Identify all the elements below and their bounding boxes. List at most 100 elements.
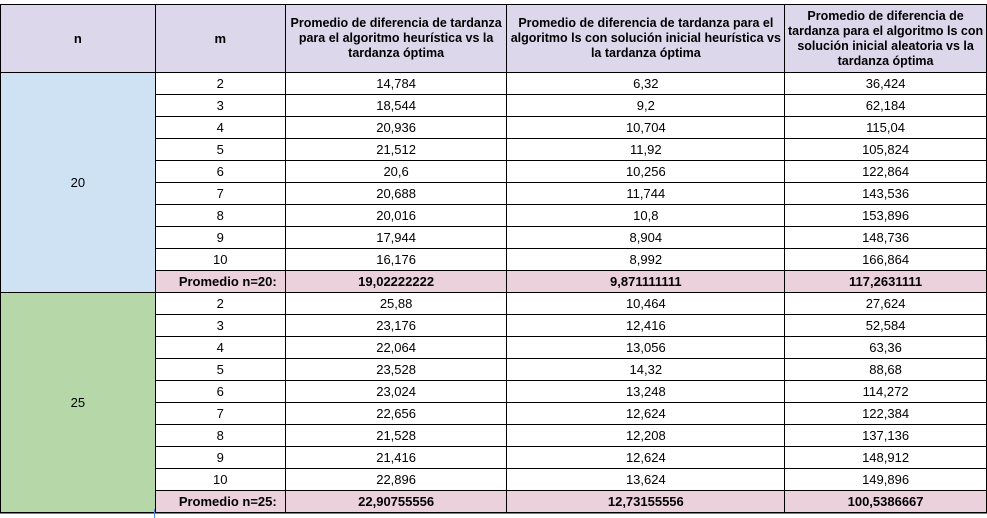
average-heuristic-cell[interactable]: 19,02222222 [284, 270, 508, 293]
table-row: 8 20,016 10,8 153,896 [1, 204, 987, 227]
ls-heuristic-value-cell[interactable]: 10,256 [506, 160, 786, 183]
table-row: 9 17,944 8,904 148,736 [1, 226, 987, 249]
table-row: 25 2 25,88 10,464 27,624 [0, 292, 987, 513]
header-ls-random-diff[interactable]: Promedio de diferencia de tardanza para … [784, 4, 987, 73]
ls-heuristic-value-cell[interactable]: 10,464 [506, 292, 786, 315]
heuristic-value-cell[interactable]: 16,176 [284, 248, 508, 271]
ls-heuristic-value-cell[interactable]: 10,704 [506, 116, 786, 139]
average-ls-heuristic-cell[interactable]: 12,73155556 [506, 490, 786, 513]
ls-random-value-cell[interactable]: 27,624 [784, 292, 987, 315]
m-cell[interactable]: 9 [154, 226, 286, 249]
heuristic-value-cell[interactable]: 22,064 [284, 336, 508, 359]
results-table: n m Promedio de diferencia de tardanza p… [0, 4, 987, 513]
ls-random-value-cell[interactable]: 63,36 [784, 336, 987, 359]
heuristic-value-cell[interactable]: 20,936 [284, 116, 508, 139]
m-cell[interactable]: 10 [154, 248, 286, 271]
ls-random-value-cell[interactable]: 153,896 [784, 204, 987, 227]
ls-random-value-cell[interactable]: 122,864 [784, 160, 987, 183]
heuristic-value-cell[interactable]: 20,016 [284, 204, 508, 227]
average-row: Promedio n=25: 22,90755556 12,73155556 100,… [1, 490, 987, 513]
group-n-cell[interactable]: 20 [0, 72, 156, 293]
ls-random-value-cell[interactable]: 88,68 [784, 358, 987, 381]
ls-heuristic-value-cell[interactable]: 13,248 [506, 380, 786, 403]
table-row: 7 22,656 12,624 122,384 [1, 402, 987, 425]
selection-border [0, 513, 987, 514]
heuristic-value-cell[interactable]: 25,88 [284, 292, 508, 315]
m-cell[interactable]: 10 [154, 468, 286, 491]
ls-heuristic-value-cell[interactable]: 8,904 [506, 226, 786, 249]
ls-random-value-cell[interactable]: 148,736 [784, 226, 987, 249]
heuristic-value-cell[interactable]: 20,6 [284, 160, 508, 183]
ls-heuristic-value-cell[interactable]: 12,624 [506, 446, 786, 469]
heuristic-value-cell[interactable]: 23,176 [284, 314, 508, 337]
m-cell[interactable]: 3 [154, 94, 286, 117]
ls-random-value-cell[interactable]: 62,184 [784, 94, 987, 117]
ls-random-value-cell[interactable]: 137,136 [784, 424, 987, 447]
m-cell[interactable]: 2 [154, 72, 286, 95]
m-cell[interactable]: 2 [154, 292, 286, 315]
header-ls-heuristic-diff[interactable]: Promedio de diferencia de tardanza para … [506, 4, 786, 73]
ls-random-value-cell[interactable]: 122,384 [784, 402, 987, 425]
ls-heuristic-value-cell[interactable]: 11,744 [506, 182, 786, 205]
ls-heuristic-value-cell[interactable]: 13,624 [506, 468, 786, 491]
m-cell[interactable]: 8 [154, 424, 286, 447]
ls-heuristic-value-cell[interactable]: 14,32 [506, 358, 786, 381]
ls-heuristic-value-cell[interactable]: 12,208 [506, 424, 786, 447]
average-ls-heuristic-cell[interactable]: 9,871111111 [506, 270, 786, 293]
ls-random-value-cell[interactable]: 149,896 [784, 468, 987, 491]
group-n-cell[interactable]: 25 [0, 292, 156, 513]
m-cell[interactable]: 6 [154, 160, 286, 183]
average-ls-random-cell[interactable]: 117,2631111 [784, 270, 987, 293]
ls-random-value-cell[interactable]: 36,424 [784, 72, 987, 95]
heuristic-value-cell[interactable]: 21,528 [284, 424, 508, 447]
ls-random-value-cell[interactable]: 143,536 [784, 182, 987, 205]
ls-heuristic-value-cell[interactable]: 13,056 [506, 336, 786, 359]
heuristic-value-cell[interactable]: 17,944 [284, 226, 508, 249]
m-cell[interactable]: 4 [154, 336, 286, 359]
ls-heuristic-value-cell[interactable]: 6,32 [506, 72, 786, 95]
average-heuristic-cell[interactable]: 22,90755556 [284, 490, 508, 513]
ls-random-value-cell[interactable]: 114,272 [784, 380, 987, 403]
m-cell[interactable]: 5 [154, 138, 286, 161]
average-label-cell[interactable]: Promedio n=20: [154, 270, 286, 293]
header-row: n m Promedio de diferencia de tardanza p… [0, 4, 987, 73]
heuristic-value-cell[interactable]: 23,024 [284, 380, 508, 403]
heuristic-value-cell[interactable]: 22,656 [284, 402, 508, 425]
table-row: 4 22,064 13,056 63,36 [1, 336, 987, 359]
heuristic-value-cell[interactable]: 23,528 [284, 358, 508, 381]
ls-heuristic-value-cell[interactable]: 12,416 [506, 314, 786, 337]
m-cell[interactable]: 4 [154, 116, 286, 139]
table-body: 20 2 14,784 6,32 36,424 3 18,544 9,2 62,184 4 20,9… [0, 72, 987, 513]
header-m[interactable]: m [154, 4, 286, 73]
ls-random-value-cell[interactable]: 148,912 [784, 446, 987, 469]
m-cell[interactable]: 9 [154, 446, 286, 469]
header-heuristic-diff[interactable]: Promedio de diferencia de tardanza para … [284, 4, 508, 73]
table-row: 20 2 14,784 6,32 36,424 [0, 72, 987, 293]
ls-heuristic-value-cell[interactable]: 9,2 [506, 94, 786, 117]
ls-random-value-cell[interactable]: 52,584 [784, 314, 987, 337]
m-cell[interactable]: 5 [154, 358, 286, 381]
m-cell[interactable]: 6 [154, 380, 286, 403]
ls-random-value-cell[interactable]: 105,824 [784, 138, 987, 161]
ls-heuristic-value-cell[interactable]: 11,92 [506, 138, 786, 161]
heuristic-value-cell[interactable]: 14,784 [284, 72, 508, 95]
m-cell[interactable]: 3 [154, 314, 286, 337]
ls-heuristic-value-cell[interactable]: 12,624 [506, 402, 786, 425]
heuristic-value-cell[interactable]: 20,688 [284, 182, 508, 205]
header-n[interactable]: n [0, 4, 156, 73]
ls-random-value-cell[interactable]: 115,04 [784, 116, 987, 139]
ls-heuristic-value-cell[interactable]: 8,992 [506, 248, 786, 271]
heuristic-value-cell[interactable]: 22,896 [284, 468, 508, 491]
ls-heuristic-value-cell[interactable]: 10,8 [506, 204, 786, 227]
heuristic-value-cell[interactable]: 21,416 [284, 446, 508, 469]
selection-handle [154, 509, 155, 518]
m-cell[interactable]: 7 [154, 182, 286, 205]
m-cell[interactable]: 8 [154, 204, 286, 227]
average-label-cell[interactable]: Promedio n=25: [154, 490, 286, 513]
heuristic-value-cell[interactable]: 18,544 [284, 94, 508, 117]
heuristic-value-cell[interactable]: 21,512 [284, 138, 508, 161]
ls-random-value-cell[interactable]: 166,864 [784, 248, 987, 271]
table-row: 6 23,024 13,248 114,272 [1, 380, 987, 403]
average-ls-random-cell[interactable]: 100,5386667 [784, 490, 987, 513]
m-cell[interactable]: 7 [154, 402, 286, 425]
